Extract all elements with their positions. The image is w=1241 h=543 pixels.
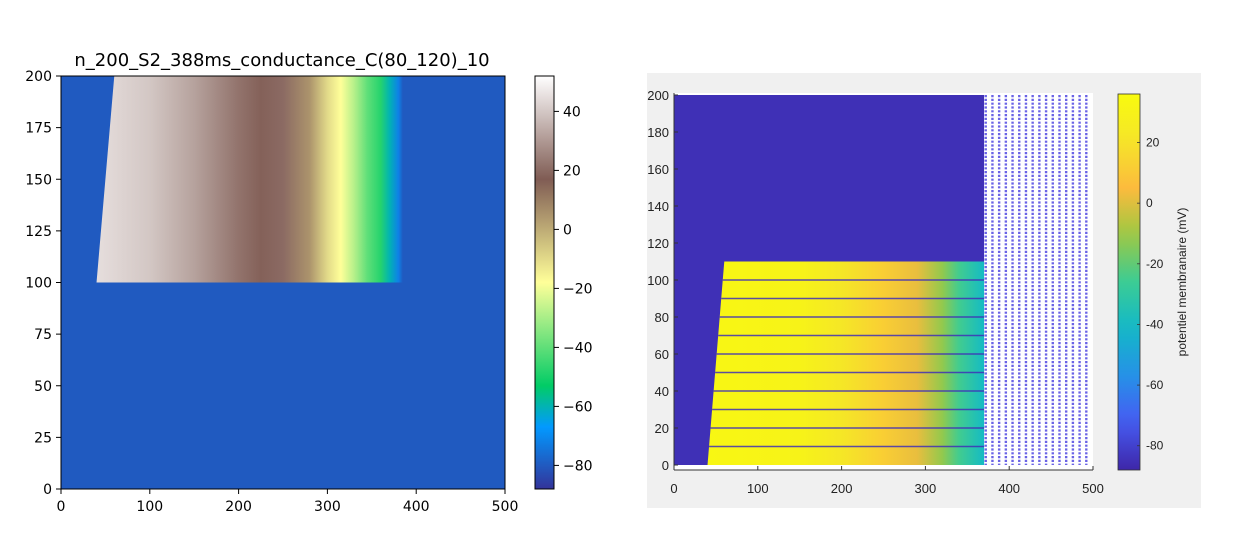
right-colorbar-tick-label: -60 [1146, 378, 1164, 392]
right-x-tick-label: 0 [670, 481, 677, 496]
right-x-tick-label: 100 [747, 481, 769, 496]
left-chart-title: n_200_S2_388ms_conductance_C(80_120)_10 [74, 50, 489, 71]
left-y-tick-label: 175 [25, 121, 52, 137]
right-colorbar-tick-label: -40 [1146, 317, 1164, 331]
left-colorbar-tick-label: 20 [563, 163, 581, 179]
right-colorbar [1117, 93, 1141, 471]
left-x-tick-label: 300 [314, 499, 341, 515]
right-x-axis: 0 100 200 300 400 500 [670, 466, 1104, 496]
right-x-tick-label: 400 [998, 481, 1020, 496]
left-y-tick-label: 0 [43, 482, 52, 498]
right-y-tick-label: 20 [655, 421, 669, 436]
right-y-tick-label: 200 [647, 88, 669, 103]
right-y-tick-label: 60 [655, 347, 669, 362]
right-row-lines [709, 279, 985, 448]
right-colorbar-tick-label: 20 [1146, 136, 1160, 150]
right-colorbar-label: potentiel membranaire (mV) [1175, 208, 1189, 357]
right-colorbar-tick-label: -80 [1146, 439, 1164, 453]
right-colorbar-tick-label: 0 [1146, 196, 1153, 210]
right-x-tick-label: 300 [915, 481, 937, 496]
right-scatter-chart: 0 100 200 300 400 500 02040608010012014016018… [647, 73, 1201, 508]
left-colorbar-tick-label: 0 [563, 222, 572, 238]
right-y-tick-label: 180 [647, 125, 669, 140]
right-y-tick-label: 80 [655, 310, 669, 325]
left-colorbar-tick-label: 40 [563, 104, 581, 120]
left-active-region [96, 76, 403, 283]
right-y-axis: 0 20 40 60 80 100 120 140 160 180 200 [647, 88, 678, 473]
right-active-region [707, 261, 985, 465]
left-x-axis: 0 100 200 300 400 500 [57, 489, 519, 515]
left-y-tick-label: 150 [25, 172, 52, 188]
left-y-tick-label: 25 [34, 430, 52, 446]
left-y-tick-label: 75 [34, 327, 52, 343]
left-colorbar-ticks: 40 20 0 −20 −40 −60 −80 [554, 104, 593, 474]
left-y-tick-label: 200 [25, 69, 52, 85]
right-y-tick-label: 40 [655, 384, 669, 399]
right-column-markers [984, 95, 1088, 465]
left-colorbar [534, 75, 555, 490]
left-x-tick-label: 400 [403, 499, 430, 515]
left-y-tick-label: 50 [34, 379, 52, 395]
left-y-tick-label: 125 [25, 224, 52, 240]
left-y-tick-label: 100 [25, 276, 52, 292]
right-x-tick-label: 500 [1082, 481, 1104, 496]
right-colorbar-tick-label: -20 [1146, 257, 1164, 271]
left-x-tick-label: 100 [136, 499, 163, 515]
left-x-tick-label: 500 [492, 499, 519, 515]
right-y-tick-label: 160 [647, 162, 669, 177]
left-x-tick-label: 0 [57, 499, 66, 515]
left-colorbar-tick-label: −20 [563, 281, 593, 297]
right-x-tick-label: 200 [831, 481, 853, 496]
left-x-tick-label: 200 [225, 499, 252, 515]
left-heatmap-chart: n_200_S2_388ms_conductance_C(80_120)_10 … [25, 50, 592, 515]
left-colorbar-tick-label: −60 [563, 399, 593, 415]
left-y-axis: 0 25 50 75 100 125 150 175 200 [25, 69, 61, 498]
right-colorbar-ticks: 20 0 -20 -40 -60 -80 [1137, 136, 1164, 453]
right-y-tick-label: 120 [647, 236, 669, 251]
right-y-tick-label: 140 [647, 199, 669, 214]
left-colorbar-tick-label: −80 [563, 458, 593, 474]
left-colorbar-tick-label: −40 [563, 340, 593, 356]
right-y-tick-label: 100 [647, 273, 669, 288]
right-y-tick-label: 0 [662, 458, 669, 473]
